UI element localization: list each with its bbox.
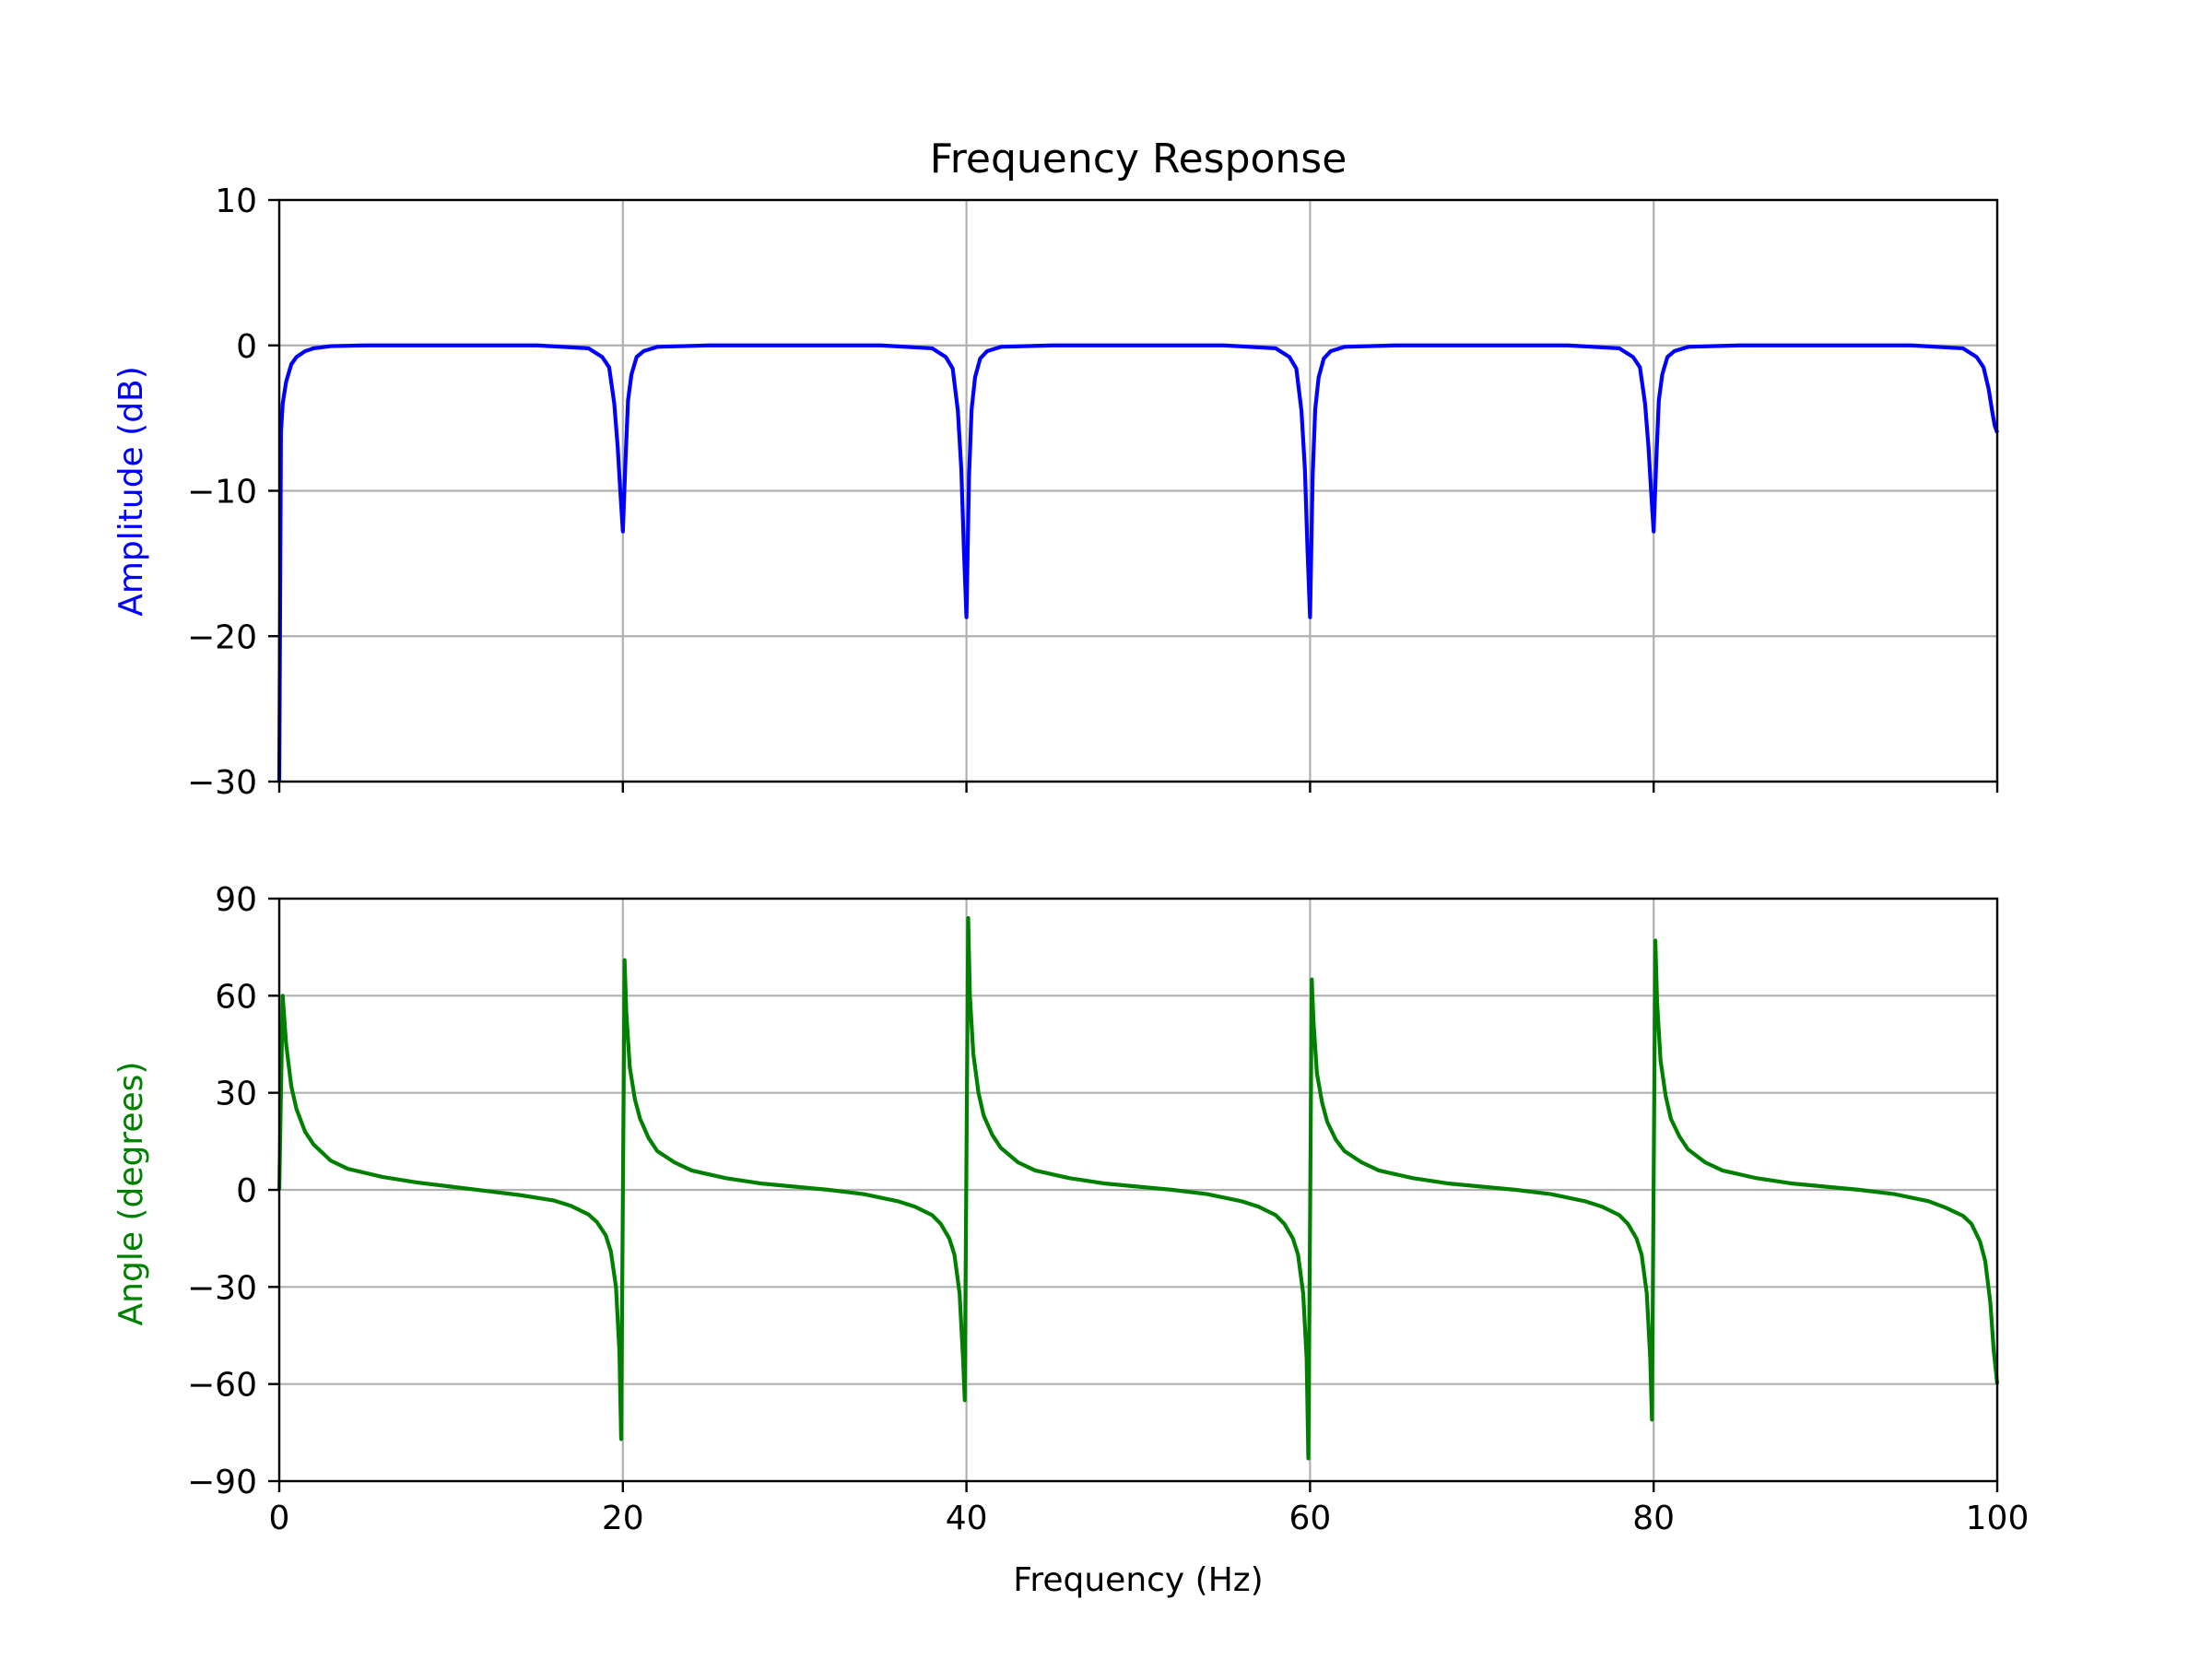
angle-y-tick-label: 60: [215, 978, 257, 1016]
x-tick-label: 100: [1966, 1500, 2030, 1537]
angle-y-axis-label: Angle (degrees): [112, 1062, 150, 1326]
amplitude-y-tick-label: −10: [187, 474, 257, 512]
chart-title: Frequency Response: [930, 135, 1347, 182]
amplitude-panel: 10 0 −10 −20 −30 Amplitude (dB): [112, 182, 1999, 802]
angle-series-line: [276, 915, 2000, 1461]
angle-plot-area: [276, 915, 2000, 1461]
amplitude-ticks: 10 0 −10 −20 −30: [187, 182, 1999, 802]
amplitude-plot-area: [276, 343, 1999, 782]
amplitude-y-axis-label: Amplitude (dB): [112, 366, 150, 617]
angle-ticks: 0 20 40 60 80 100 90 60 30 0 −30 −60 −90: [187, 881, 2029, 1537]
x-tick-label: 40: [946, 1500, 988, 1537]
angle-panel: 0 20 40 60 80 100 90 60 30 0 −30 −60 −90 Angle (degr…: [112, 881, 2029, 1599]
angle-y-tick-label: −60: [187, 1367, 257, 1405]
angle-y-tick-label: 30: [215, 1076, 257, 1113]
x-axis-label: Frequency (Hz): [1013, 1561, 1263, 1599]
x-tick-label: 0: [269, 1500, 290, 1537]
amplitude-y-tick-label: −30: [187, 764, 257, 802]
angle-y-tick-label: 0: [236, 1172, 257, 1210]
angle-y-tick-label: −30: [187, 1269, 257, 1307]
amplitude-series-line: [276, 343, 1999, 782]
x-tick-label: 80: [1632, 1500, 1675, 1537]
amplitude-y-tick-label: −20: [187, 618, 257, 656]
amplitude-y-tick-label: 0: [236, 328, 257, 366]
angle-y-tick-label: −90: [187, 1464, 257, 1501]
amplitude-y-tick-label: 10: [215, 182, 257, 220]
angle-y-tick-label: 90: [215, 881, 257, 919]
x-tick-label: 20: [602, 1500, 644, 1537]
x-tick-label: 60: [1288, 1500, 1331, 1537]
